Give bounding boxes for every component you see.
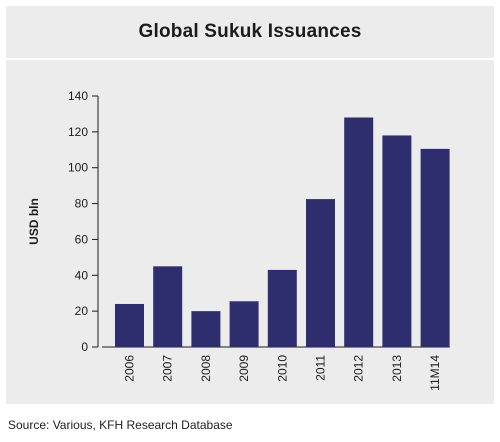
bar-2009 [229,301,259,347]
bar-2011 [306,199,335,347]
x-tick-label: 2009 [237,355,251,382]
y-tick-label: 140 [68,89,88,103]
x-tick-label: 2006 [123,355,137,382]
y-axis-title: USD bln [27,198,41,245]
y-tick-label: 40 [75,268,89,282]
x-tick-label: 11M14 [428,355,442,391]
x-tick-label: 2013 [390,355,404,382]
bar-11M14 [420,148,450,347]
x-tick-label: 2008 [199,355,213,382]
chart-title: Global Sukuk Issuances [138,21,362,42]
y-tick-label: 0 [81,340,88,354]
bar-2008 [191,311,221,347]
y-tick-label: 80 [75,197,89,211]
bar-2006 [115,303,144,347]
y-tick-label: 100 [68,161,88,175]
y-tick-label: 20 [75,304,89,318]
x-tick-label: 2012 [352,355,366,382]
x-tick-label: 2011 [314,355,328,381]
bar-2007 [153,266,183,347]
bar-2012 [344,117,374,347]
source-note: Source: Various, KFH Research Database [8,418,233,432]
bar-2013 [382,135,412,347]
x-tick-label: 2007 [161,355,175,382]
y-tick-label: 60 [75,232,89,246]
x-tick-label: 2010 [275,355,289,382]
title-divider [6,58,494,60]
bar-2010 [267,269,297,347]
y-tick-label: 120 [68,125,88,139]
